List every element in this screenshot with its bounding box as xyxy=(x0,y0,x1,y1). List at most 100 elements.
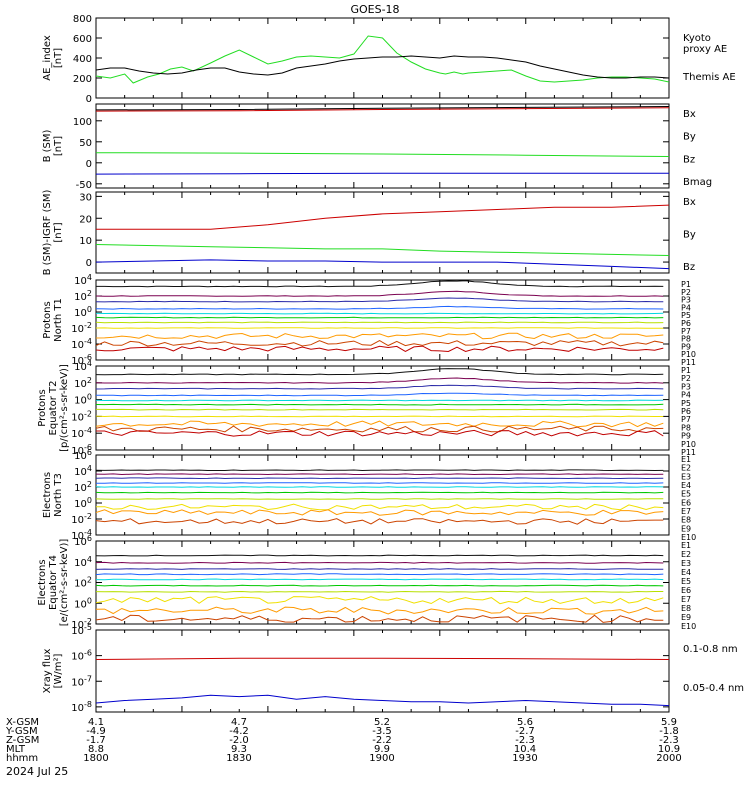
footer-value: 5.9 xyxy=(661,717,677,728)
channel-line-e6 xyxy=(96,491,664,494)
channel-label-e1: E1 xyxy=(681,541,691,550)
legend-label: Kyoto xyxy=(683,33,711,44)
channel-line-p2 xyxy=(96,377,664,384)
channel-line-p4 xyxy=(96,305,664,310)
channel-line-e5 xyxy=(96,486,664,488)
y-axis-label: Equator T2 xyxy=(48,381,59,436)
channel-line-e9 xyxy=(96,509,664,516)
y-axis-label: Protons xyxy=(42,301,53,338)
panel-frame xyxy=(95,17,670,99)
y-tick-label: 104 xyxy=(74,359,92,373)
channel-line-p9 xyxy=(96,420,664,428)
y-tick-label: 600 xyxy=(73,34,92,45)
y-tick-label: 0 xyxy=(86,159,92,170)
channel-label-e3: E3 xyxy=(681,472,691,481)
channel-label-e10: E10 xyxy=(681,533,696,542)
plot-area xyxy=(96,106,669,175)
channel-label-p1: P1 xyxy=(681,366,691,375)
channel-line-e6 xyxy=(96,584,664,587)
series-line-kyoto-proxy-ae xyxy=(96,35,669,84)
plot-area xyxy=(96,35,669,84)
y-tick-label: 10-5 xyxy=(71,623,92,637)
y-axis-label: Equator T4 xyxy=(48,555,59,610)
y-tick-label: 106 xyxy=(74,534,92,548)
footer-label: hhmm xyxy=(6,753,38,764)
channel-line-e10 xyxy=(96,518,664,525)
channel-line-e9 xyxy=(96,606,664,615)
panel-frame xyxy=(95,103,670,189)
series-line-by xyxy=(96,244,669,256)
channel-line-p8 xyxy=(96,415,664,418)
y-tick-label: 104 xyxy=(74,555,92,569)
series-line-bx xyxy=(96,172,669,175)
channel-line-e1 xyxy=(96,554,664,557)
channel-label-p11: P11 xyxy=(681,358,696,367)
y-axis-label: [nT] xyxy=(53,136,64,156)
y-tick-label: 10-2 xyxy=(71,617,92,631)
channel-label-p8: P8 xyxy=(681,423,691,432)
channel-label-e9: E9 xyxy=(681,613,691,622)
legend-label: Themis AE xyxy=(682,72,736,83)
y-tick-label: 10-4 xyxy=(71,426,92,440)
channel-line-e2 xyxy=(96,561,664,564)
footer-value: 5.6 xyxy=(517,717,533,728)
panel-8: 10-5 10-6 10-7 10-8 Xray flux [W/m²] 0.1-0.8 n… xyxy=(42,623,744,714)
footer-value: 10.9 xyxy=(658,744,680,755)
channel-line-p1 xyxy=(96,280,664,288)
series-line-bmag xyxy=(96,106,669,111)
channel-line-p11 xyxy=(96,429,664,437)
channel-label-e7: E7 xyxy=(681,595,691,604)
y-tick-label: 10-4 xyxy=(71,337,92,351)
plot-area xyxy=(96,368,664,437)
channel-label-e5: E5 xyxy=(681,577,691,586)
footer-value: -1.7 xyxy=(86,735,106,746)
y-tick-label: 106 xyxy=(74,448,92,462)
y-tick-label: 104 xyxy=(74,464,92,478)
series-line-bx xyxy=(96,259,669,270)
channel-label-p10: P10 xyxy=(681,440,696,449)
y-tick-label: 0 xyxy=(86,258,92,269)
channel-line-p10 xyxy=(96,340,664,347)
y-tick-label: 102 xyxy=(74,289,92,303)
y-tick-label: 0 xyxy=(86,94,92,105)
footer-value: -2.3 xyxy=(515,735,535,746)
panel-3: 0 10 20 30 B (SM)-IGRF (SM) [nT] Bx By Bz xyxy=(42,190,696,276)
y-tick-label: 100 xyxy=(74,596,92,610)
y-tick-label: 10-7 xyxy=(71,674,92,688)
channel-label-e7: E7 xyxy=(681,507,691,516)
footer-label: X-GSM xyxy=(6,717,39,728)
channel-line-e1 xyxy=(96,469,664,472)
series-line-0-1-0-8-nm xyxy=(96,657,669,660)
y-axis-label: [p/(cm²-s-sr-keV)] xyxy=(59,364,70,452)
legend-label: Bz xyxy=(683,154,695,165)
y-axis-label: Protons xyxy=(37,389,48,426)
footer-value: -2.0 xyxy=(229,735,249,746)
channel-line-e5 xyxy=(96,578,664,581)
channel-label-p1: P1 xyxy=(681,280,691,289)
date-label: 2024 Jul 25 xyxy=(6,765,68,778)
channel-line-e10 xyxy=(96,614,664,623)
channel-line-p7 xyxy=(96,321,664,324)
y-tick-label: 102 xyxy=(74,376,92,390)
y-tick-label: 104 xyxy=(74,273,92,287)
footer-value: 5.2 xyxy=(374,717,390,728)
legend-label: Bx xyxy=(683,109,696,120)
channel-line-p6 xyxy=(96,403,664,406)
footer-value: -3.5 xyxy=(372,726,392,737)
y-axis-label: Xray flux xyxy=(42,649,53,694)
channel-label-p7: P7 xyxy=(681,415,691,424)
y-tick-label: 10-2 xyxy=(71,512,92,526)
series-line-themis-ae xyxy=(96,55,669,79)
channel-label-e2: E2 xyxy=(681,464,691,473)
channel-line-e3 xyxy=(96,568,664,570)
channel-line-p11 xyxy=(96,345,664,353)
channel-line-p8 xyxy=(96,327,664,329)
y-axis-label: Electrons xyxy=(42,472,53,518)
y-axis-label: North T3 xyxy=(53,473,64,517)
channel-label-p11: P11 xyxy=(681,448,696,457)
footer-value: 2000 xyxy=(656,753,681,764)
y-axis-label: Electrons xyxy=(37,559,48,605)
panel-4: 104 102 100 10-2 10-4 10-6 Protons North T1 P1P2… xyxy=(42,273,696,367)
series-line-bz xyxy=(96,107,669,112)
channel-label-e4: E4 xyxy=(681,481,691,490)
